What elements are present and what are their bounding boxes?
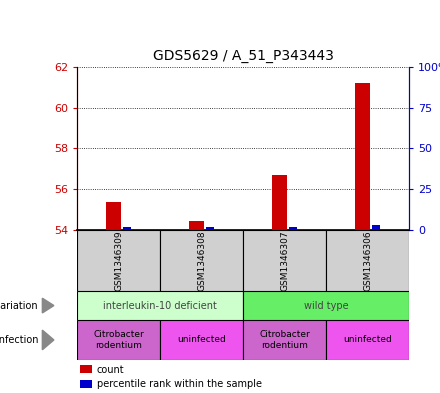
Text: genotype/variation: genotype/variation	[0, 301, 39, 310]
Text: Citrobacter
rodentium: Citrobacter rodentium	[259, 330, 310, 350]
Title: GDS5629 / A_51_P343443: GDS5629 / A_51_P343443	[153, 49, 334, 63]
Bar	[355, 83, 370, 230]
Text: Citrobacter
rodentium: Citrobacter rodentium	[93, 330, 144, 350]
Polygon shape	[42, 330, 54, 350]
Bar	[160, 320, 243, 360]
Text: wild type: wild type	[304, 301, 348, 310]
Text: uninfected: uninfected	[343, 336, 392, 344]
Bar	[272, 175, 287, 230]
Polygon shape	[42, 298, 54, 313]
Bar	[77, 230, 160, 291]
Bar	[289, 227, 297, 230]
Text: count: count	[97, 365, 125, 375]
Bar	[160, 230, 243, 291]
Bar	[206, 228, 214, 230]
Bar	[106, 202, 121, 230]
Text: interleukin-10 deficient: interleukin-10 deficient	[103, 301, 217, 310]
Text: GSM1346308: GSM1346308	[197, 230, 206, 291]
Text: GSM1346307: GSM1346307	[280, 230, 289, 291]
Bar	[189, 221, 204, 230]
Text: percentile rank within the sample: percentile rank within the sample	[97, 379, 262, 389]
Text: GSM1346306: GSM1346306	[363, 230, 372, 291]
Bar	[81, 365, 92, 373]
Text: GSM1346309: GSM1346309	[114, 230, 123, 291]
Bar	[77, 291, 243, 320]
Bar	[326, 230, 409, 291]
Bar	[81, 380, 92, 388]
Bar	[243, 291, 409, 320]
Text: uninfected: uninfected	[177, 336, 226, 344]
Bar	[243, 320, 326, 360]
Bar	[77, 320, 160, 360]
Bar	[372, 225, 380, 230]
Bar	[243, 230, 326, 291]
Bar	[326, 320, 409, 360]
Bar	[123, 228, 131, 230]
Text: infection: infection	[0, 335, 39, 345]
